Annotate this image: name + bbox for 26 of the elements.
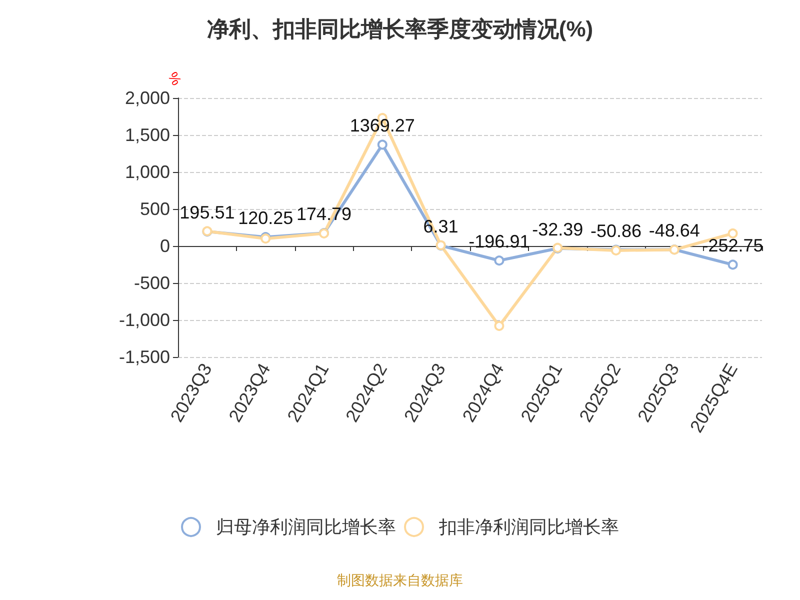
y-tick-label: 1,500 (124, 125, 170, 145)
data-label: -32.39 (532, 219, 584, 240)
y-tick-label: -1,000 (118, 310, 170, 330)
y-tick-label: 500 (140, 199, 170, 219)
y-tick-label: 0 (160, 236, 170, 256)
data-label: 120.25 (238, 208, 294, 228)
y-tick-label: -500 (134, 273, 170, 293)
point (494, 256, 504, 266)
point (728, 260, 738, 270)
legend-label: 扣非净利润同比增长率 (438, 517, 619, 537)
point (494, 320, 504, 331)
text: 制图数据来自数据库 (337, 572, 463, 588)
data-label: 174.79 (296, 204, 352, 224)
data-label: -50.86 (590, 220, 642, 241)
data-label: 195.51 (180, 202, 235, 223)
point (377, 140, 388, 150)
y-axis-title: % (164, 69, 185, 88)
chart-title: 净利、扣非同比增长率季度变动情况(%) (206, 16, 594, 42)
point (728, 228, 738, 238)
data-label: 1369.27 (350, 116, 415, 136)
data-label: 6.31 (423, 216, 458, 237)
y-tick-label: 2,000 (124, 88, 170, 108)
legend-label: 归母净利润同比增长率 (216, 517, 396, 537)
y-tick-label: 1,000 (124, 162, 170, 182)
y-tick-label: -1,500 (118, 347, 170, 367)
data-label: -48.64 (648, 220, 700, 241)
